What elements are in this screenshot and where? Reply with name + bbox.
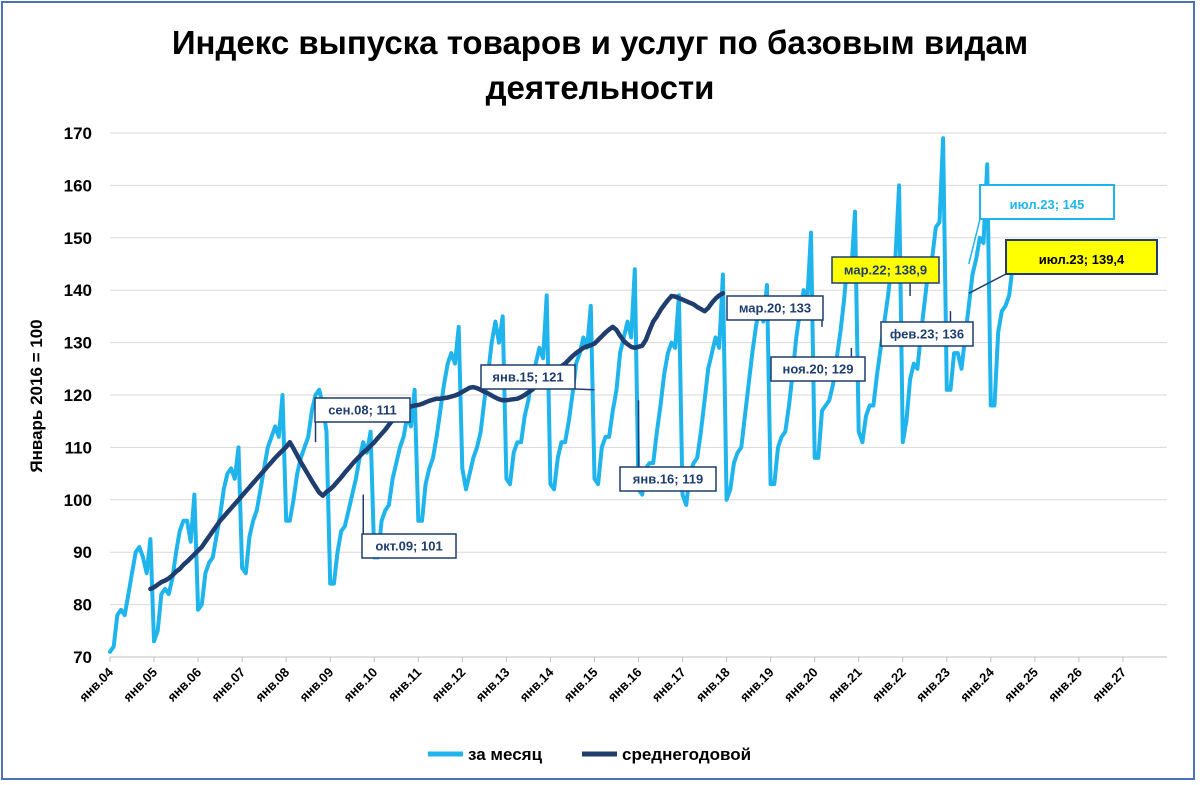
annotation-label: янв.15; 121 <box>492 370 563 385</box>
y-tick-label: 80 <box>73 596 92 615</box>
x-tick-label: янв.26 <box>1045 665 1085 705</box>
x-tick-label: янв.16 <box>605 665 645 705</box>
x-tick-label: янв.24 <box>957 664 997 704</box>
y-axis-label: Январь 2016 = 100 <box>27 319 46 472</box>
x-tick-label: янв.09 <box>296 665 336 705</box>
annotation-leader <box>968 273 1007 295</box>
annotation-box <box>979 184 1115 220</box>
y-tick-label: 130 <box>64 334 92 353</box>
annotation-box <box>361 533 457 559</box>
y-tick-label: 90 <box>73 543 92 562</box>
annotation-box <box>619 466 717 492</box>
x-tick-label: янв.22 <box>869 665 909 705</box>
annotation-label: мар.22; 138,9 <box>844 263 927 278</box>
x-tick-label: янв.12 <box>428 665 468 705</box>
annotation-label: янв.16; 119 <box>633 472 703 487</box>
x-tick-label: янв.15 <box>561 665 601 705</box>
x-tick-label: янв.18 <box>693 665 733 705</box>
y-tick-label: 170 <box>64 124 92 143</box>
y-axis-ticks: 70 80 90 100 110 120 130 140 150 160 170 <box>64 124 92 667</box>
chart-title-line-2: деятельности <box>486 69 715 106</box>
y-tick-label: 150 <box>64 229 92 248</box>
x-tick-label: янв.17 <box>649 665 689 705</box>
x-tick-label: янв.08 <box>252 665 292 705</box>
annotation-leader <box>574 388 595 391</box>
annotation-box <box>726 295 824 321</box>
x-tick-label: янв.06 <box>164 665 204 705</box>
annotations-group: сен.08; 111 окт.09; 101 янв.15; 121 янв.16;… <box>314 184 1158 559</box>
x-tick-label: янв.19 <box>737 665 777 705</box>
annotation-label: окт.09; 101 <box>375 539 442 554</box>
annotation-label: мар.20; 133 <box>739 301 811 316</box>
legend: за месяц среднегодовой <box>428 745 751 764</box>
x-tick-label: янв.13 <box>473 665 513 705</box>
annotation-label: июл.23; 139,4 <box>1039 252 1125 267</box>
annotation-label: сен.08; 111 <box>328 403 397 418</box>
legend-label-monthly: за месяц <box>468 745 543 764</box>
legend-label-average: среднегодовой <box>622 745 751 764</box>
x-tick-label: янв.21 <box>825 665 865 705</box>
annotation-box <box>770 356 866 382</box>
x-tick-label: янв.25 <box>1001 665 1041 705</box>
x-tick-label: янв.14 <box>517 664 557 704</box>
annotation-label: ноя.20; 129 <box>783 362 854 377</box>
y-tick-label: 100 <box>64 491 92 510</box>
annotation-label: июл.23; 145 <box>1010 197 1085 212</box>
x-tick-label: янв.07 <box>208 665 248 705</box>
y-tick-label: 70 <box>73 648 92 667</box>
x-tick-label: янв.23 <box>913 665 953 705</box>
annotation-box <box>880 321 974 347</box>
y-tick-label: 160 <box>64 176 92 195</box>
annotation-box <box>480 364 576 390</box>
x-tick-label: янв.10 <box>340 665 380 705</box>
series-line-monthly <box>108 136 1015 654</box>
y-tick-label: 110 <box>65 438 92 457</box>
chart-title-line-1: Индекс выпуска товаров и услуг по базовы… <box>172 24 1028 61</box>
annotation-leader <box>968 218 981 265</box>
annotation-box <box>1005 239 1158 275</box>
series-line-average <box>148 291 726 592</box>
x-tick-label: янв.20 <box>781 665 821 705</box>
x-tick-label: янв.05 <box>120 665 160 705</box>
x-tick-label: янв.27 <box>1089 665 1129 705</box>
x-axis-ticks: янв.04 янв.05 янв.06 янв.07 янв.08 янв.09 янв.… <box>76 657 1129 704</box>
annotation-box <box>314 397 411 423</box>
y-tick-label: 120 <box>64 386 92 405</box>
annotation-box <box>831 256 940 284</box>
y-tick-label: 140 <box>64 281 92 300</box>
x-tick-label: янв.04 <box>76 664 116 704</box>
x-tick-label: янв.11 <box>385 665 424 704</box>
annotation-label: фев.23; 136 <box>890 327 964 342</box>
series-group <box>108 136 1015 654</box>
